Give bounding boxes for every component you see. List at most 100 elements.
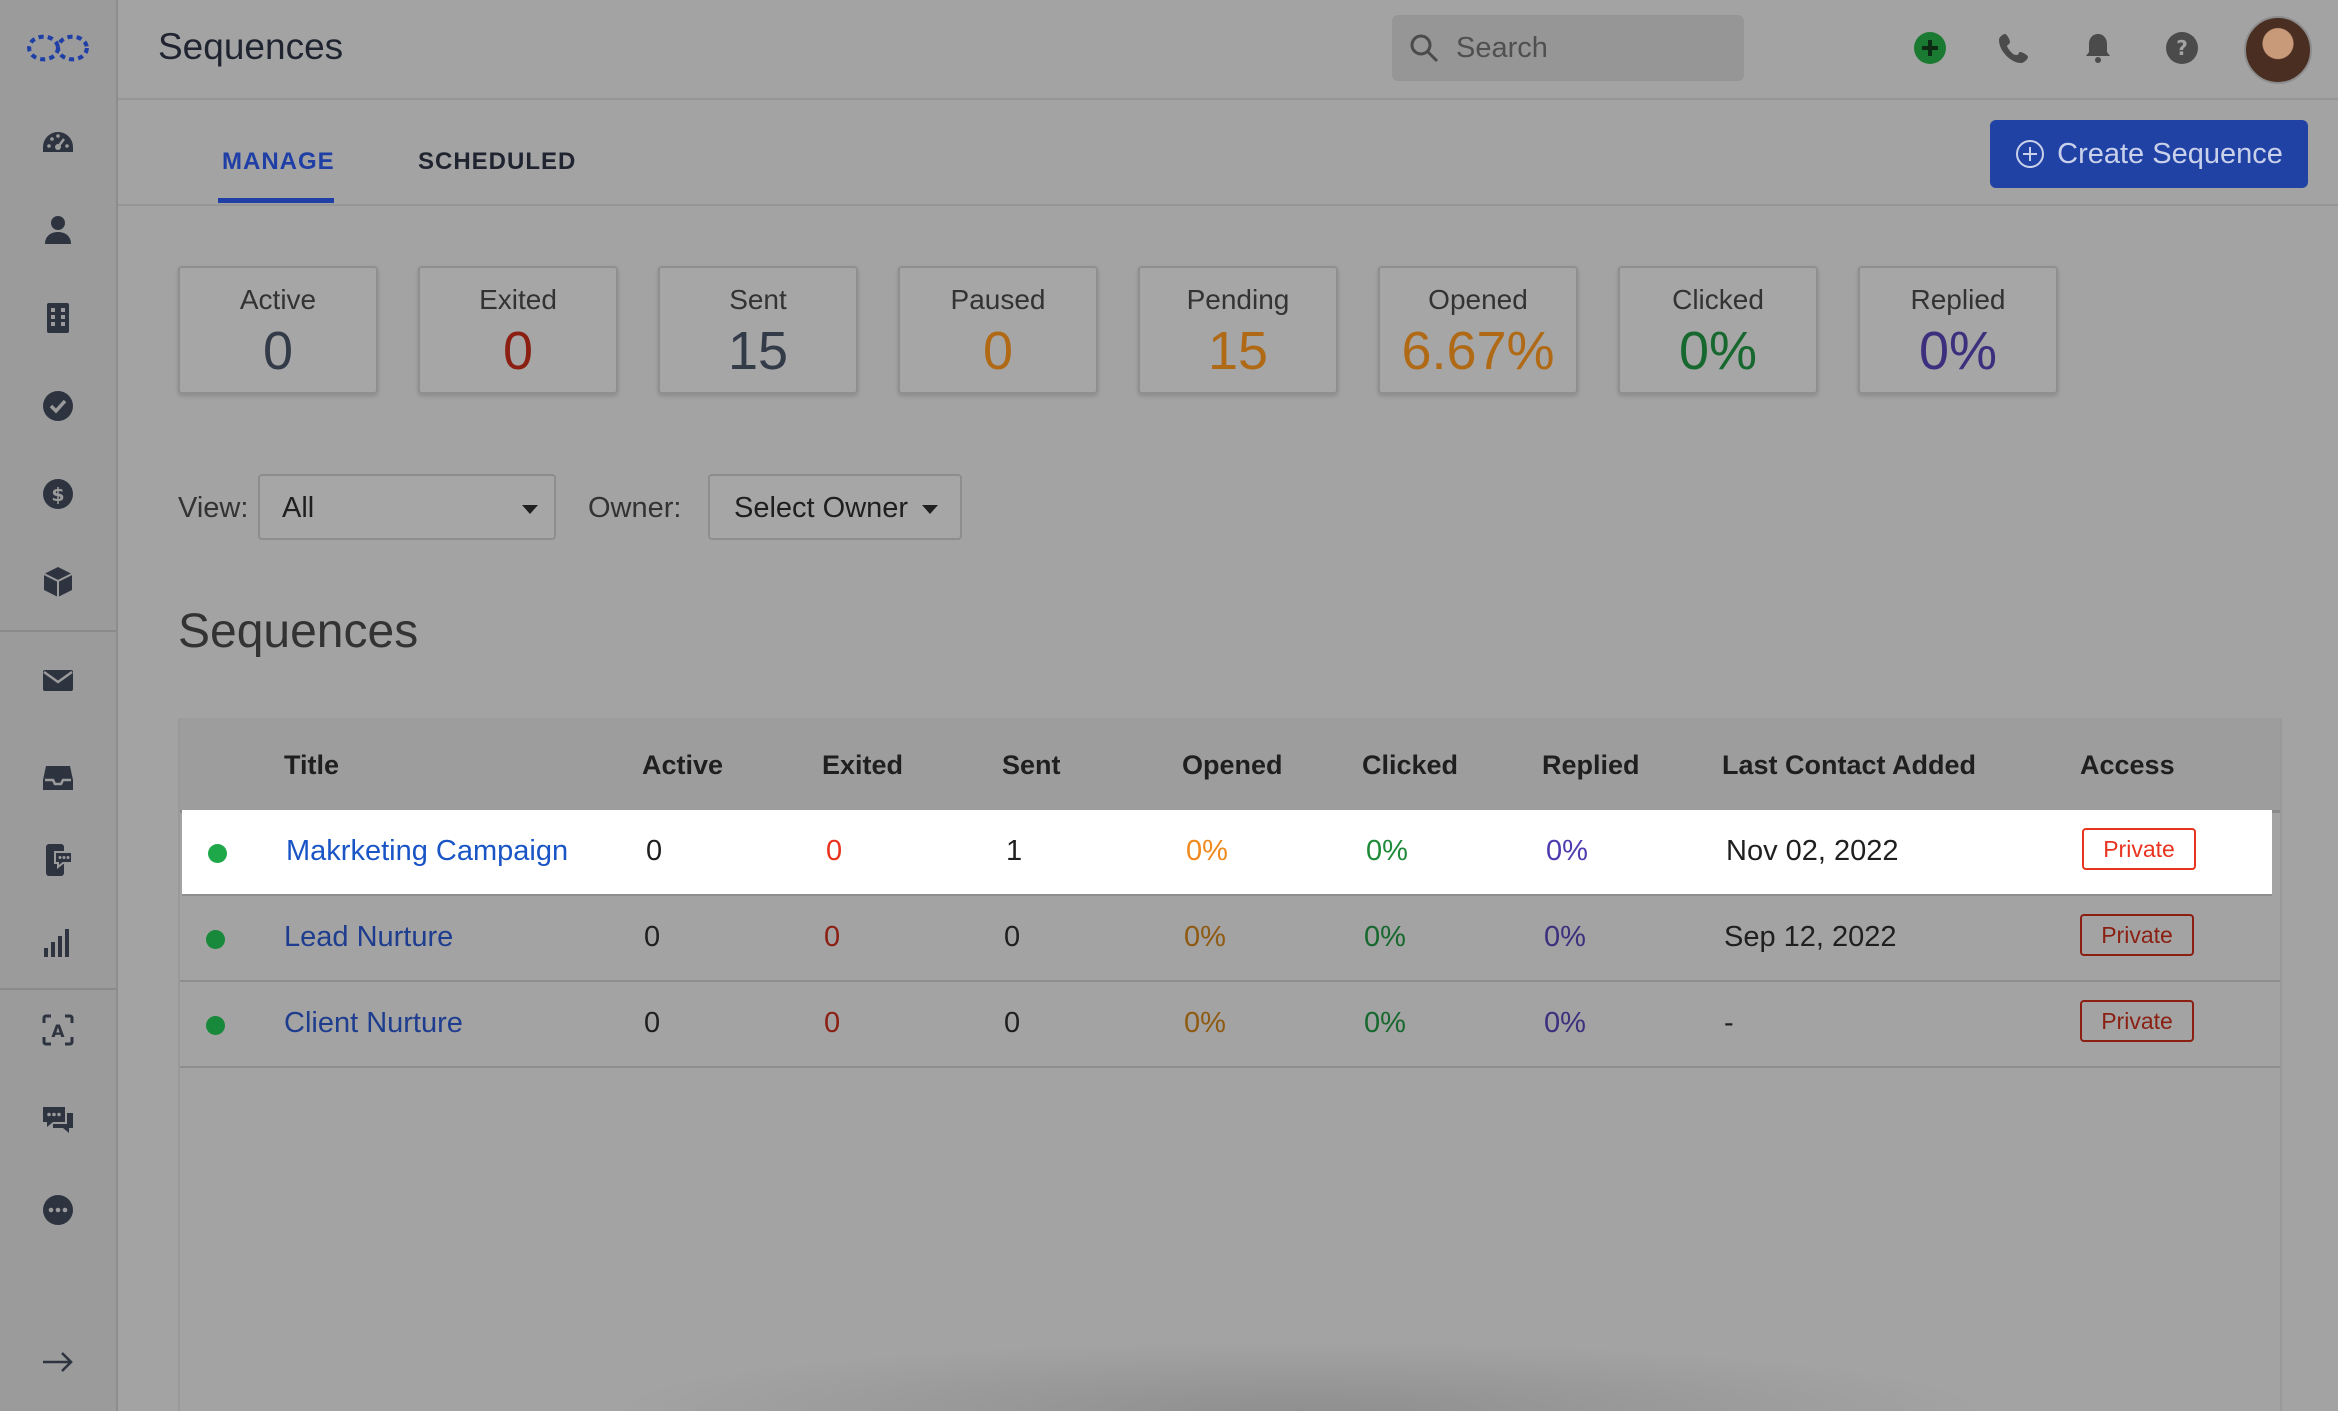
owner-label: Owner: xyxy=(588,492,682,524)
cell-last-contact-added: - xyxy=(1724,1007,1734,1039)
table-row[interactable]: Client Nurture 0 0 0 0% 0% 0% - Private xyxy=(180,982,2280,1068)
add-icon[interactable] xyxy=(1910,28,1950,68)
modal-shadow xyxy=(600,1340,2000,1411)
cell-clicked: 0% xyxy=(1366,835,1408,867)
column-header-opened[interactable]: Opened xyxy=(1182,750,1283,780)
help-icon[interactable]: ? xyxy=(2162,28,2202,68)
stat-card-pending[interactable]: Pending 15 xyxy=(1138,266,1338,394)
stat-label: Sent xyxy=(729,284,787,315)
stat-value: 0% xyxy=(1678,321,1758,381)
access-badge: Private xyxy=(2082,828,2196,870)
stat-card-clicked[interactable]: Clicked 0% xyxy=(1618,266,1818,394)
chat-icon[interactable] xyxy=(0,1090,116,1150)
company-icon[interactable] xyxy=(0,288,116,348)
stat-label: Clicked xyxy=(1672,284,1764,315)
sidebar-divider xyxy=(0,988,116,990)
column-header-replied[interactable]: Replied xyxy=(1542,750,1640,780)
deal-icon[interactable]: $ xyxy=(0,464,116,524)
cell-active: 0 xyxy=(644,921,661,953)
stat-label: Active xyxy=(239,284,317,315)
column-header-active[interactable]: Active xyxy=(642,750,724,780)
inbox-icon[interactable] xyxy=(0,748,116,808)
status-active-dot xyxy=(206,930,225,949)
plus-circle-icon xyxy=(2016,140,2045,168)
search-icon xyxy=(1410,34,1439,63)
sequence-title-link[interactable]: Client Nurture xyxy=(284,1007,463,1039)
cell-last-contact-added: Sep 12, 2022 xyxy=(1724,921,1897,953)
cell-clicked: 0% xyxy=(1364,921,1406,953)
cell-opened: 0% xyxy=(1184,921,1226,953)
section-title: Sequences xyxy=(178,605,419,658)
translate-icon[interactable]: A xyxy=(0,1000,116,1060)
cell-last-contact-added: Nov 02, 2022 xyxy=(1726,835,1899,867)
cell-clicked: 0% xyxy=(1364,1007,1406,1039)
sequence-title-link[interactable]: Lead Nurture xyxy=(284,921,454,953)
stat-card-active[interactable]: Active 0 xyxy=(178,266,378,394)
stat-card-exited[interactable]: Exited 0 xyxy=(418,266,618,394)
cell-replied: 0% xyxy=(1544,921,1586,953)
cell-opened: 0% xyxy=(1184,1007,1226,1039)
column-header-clicked[interactable]: Clicked xyxy=(1362,750,1459,780)
stat-label: Opened xyxy=(1428,284,1528,315)
stat-label: Pending xyxy=(1186,284,1290,315)
search-input[interactable] xyxy=(1454,30,1738,66)
notifications-bell-icon[interactable] xyxy=(2078,28,2118,68)
stat-value: 0 xyxy=(982,321,1014,381)
table-row[interactable]: Lead Nurture 0 0 0 0% 0% 0% Sep 12, 2022 Private xyxy=(180,896,2280,982)
active-tab-indicator xyxy=(218,198,334,203)
user-avatar[interactable] xyxy=(2244,16,2312,84)
create-sequence-button[interactable]: Create Sequence xyxy=(1990,120,2308,188)
stat-value: 15 xyxy=(727,321,789,381)
access-badge: Private xyxy=(2080,1000,2194,1042)
contact-icon[interactable] xyxy=(0,200,116,260)
owner-dropdown[interactable]: Select Owner xyxy=(708,474,962,540)
sequence-title-link[interactable]: Makrketing Campaign xyxy=(286,835,569,867)
cell-sent: 0 xyxy=(1004,921,1021,953)
left-sidebar: $ A xyxy=(0,0,118,1411)
cell-sent: 1 xyxy=(1006,835,1023,867)
cell-replied: 0% xyxy=(1544,1007,1586,1039)
cell-exited: 0 xyxy=(826,835,843,867)
svg-text:A: A xyxy=(51,1022,65,1042)
tab-manage[interactable]: MANAGE xyxy=(222,148,335,175)
status-active-dot xyxy=(208,844,227,863)
caret-down-icon xyxy=(922,505,938,514)
column-header-access[interactable]: Access xyxy=(2080,750,2175,780)
status-active-dot xyxy=(206,1016,225,1035)
svg-text:?: ? xyxy=(2176,36,2188,60)
search-box[interactable] xyxy=(1392,15,1744,81)
product-icon[interactable] xyxy=(0,552,116,612)
more-icon[interactable] xyxy=(0,1180,116,1240)
stat-card-replied[interactable]: Replied 0% xyxy=(1858,266,2058,394)
tab-scheduled[interactable]: SCHEDULED xyxy=(418,148,577,175)
mail-icon[interactable] xyxy=(0,650,116,710)
task-icon[interactable] xyxy=(0,376,116,436)
stat-card-paused[interactable]: Paused 0 xyxy=(898,266,1098,394)
top-bar: Sequences ? xyxy=(118,0,2338,100)
column-header-sent[interactable]: Sent xyxy=(1002,750,1061,780)
stat-card-sent[interactable]: Sent 15 xyxy=(658,266,858,394)
view-dropdown[interactable]: All xyxy=(258,474,556,540)
sequences-table: Title Active Exited Sent Opened Clicked … xyxy=(178,718,2282,1411)
stat-label: Paused xyxy=(950,284,1046,315)
column-header-title[interactable]: Title xyxy=(284,750,340,780)
stat-card-opened[interactable]: Opened 6.67% xyxy=(1378,266,1578,394)
cell-sent: 0 xyxy=(1004,1007,1021,1039)
expand-sidebar-icon[interactable] xyxy=(0,1332,116,1392)
reports-icon[interactable] xyxy=(0,912,116,972)
dashboard-icon[interactable] xyxy=(0,114,116,174)
caret-down-icon xyxy=(522,505,538,514)
column-header-last-contact-added[interactable]: Last Contact Added xyxy=(1722,750,1977,780)
table-header: Title Active Exited Sent Opened Clicked … xyxy=(180,718,2280,813)
phone-icon[interactable] xyxy=(1994,28,2034,68)
owner-selected-value: Select Owner xyxy=(734,492,909,524)
cell-opened: 0% xyxy=(1186,835,1228,867)
logo-icon[interactable] xyxy=(0,18,116,78)
stat-label: Exited xyxy=(479,284,557,315)
stat-value: 0% xyxy=(1918,321,1998,381)
table-row[interactable]: Makrketing Campaign 0 0 1 0% 0% 0% Nov 02, 2022… xyxy=(182,810,2272,896)
sms-icon[interactable] xyxy=(0,830,116,890)
column-header-exited[interactable]: Exited xyxy=(822,750,904,780)
stat-value: 0 xyxy=(502,321,534,381)
cell-exited: 0 xyxy=(824,1007,841,1039)
